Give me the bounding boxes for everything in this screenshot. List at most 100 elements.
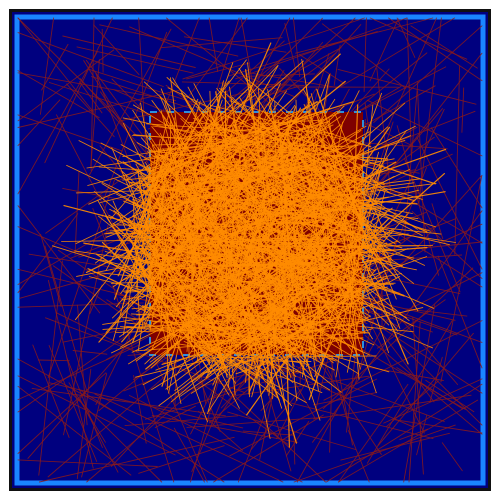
active-ray: [101, 241, 224, 361]
active-ray: [243, 209, 360, 284]
faint-ray: [348, 430, 370, 483]
active-ray: [150, 150, 226, 161]
active-ray: [248, 233, 342, 315]
active-ray: [276, 148, 298, 170]
active-ray: [120, 144, 219, 199]
faint-ray: [78, 388, 225, 483]
faint-ray: [55, 312, 132, 350]
active-ray: [143, 153, 219, 330]
active-ray: [277, 155, 423, 200]
faint-ray: [186, 62, 251, 80]
active-ray: [270, 295, 375, 346]
faint-ray: [72, 350, 108, 355]
active-ray: [124, 284, 227, 293]
active-ray: [149, 242, 213, 260]
active-ray: [182, 282, 227, 310]
faint-ray: [416, 137, 483, 270]
active-ray: [144, 142, 232, 159]
active-ray: [345, 229, 390, 354]
active-ray: [165, 139, 195, 240]
faint-ray: [403, 157, 461, 293]
active-ray: [345, 254, 372, 266]
active-ray: [130, 313, 210, 319]
faint-ray: [394, 419, 483, 434]
faint-ray: [418, 17, 442, 204]
active-ray: [100, 259, 208, 287]
active-ray: [240, 297, 389, 355]
active-ray: [78, 140, 227, 216]
active-ray: [137, 169, 168, 351]
active-ray: [187, 154, 201, 203]
active-ray: [261, 265, 390, 314]
active-ray: [147, 151, 307, 266]
faint-ray: [124, 415, 239, 427]
active-ray: [217, 186, 247, 237]
active-ray: [232, 206, 272, 345]
faint-ray: [441, 442, 463, 472]
faint-ray: [388, 17, 483, 82]
active-ray: [152, 125, 239, 139]
active-ray: [275, 241, 394, 252]
faint-ray: [237, 396, 273, 483]
active-ray: [163, 170, 185, 241]
active-ray: [184, 126, 270, 138]
active-ray: [146, 123, 301, 136]
active-ray: [167, 292, 291, 337]
active-ray: [86, 143, 253, 169]
faint-ray: [17, 459, 158, 467]
faint-ray: [403, 304, 436, 483]
active-ray: [139, 175, 165, 257]
faint-ray: [363, 17, 367, 92]
active-ray: [297, 188, 382, 350]
faint-ray: [208, 17, 219, 73]
active-ray: [224, 241, 377, 315]
faint-ray: [44, 17, 113, 164]
active-ray: [190, 190, 196, 343]
faint-ray: [382, 191, 428, 194]
active-ray: [211, 309, 336, 362]
faint-ray: [440, 175, 483, 383]
active-ray: [138, 170, 264, 259]
active-ray: [235, 328, 373, 375]
faint-ray: [90, 59, 100, 167]
active-ray: [239, 246, 288, 317]
active-ray: [92, 158, 229, 245]
active-ray: [143, 107, 171, 217]
active-ray: [324, 121, 344, 225]
active-ray: [268, 125, 367, 182]
active-ray: [143, 303, 223, 351]
active-ray: [255, 321, 317, 341]
active-ray: [205, 115, 225, 135]
faint-ray: [151, 414, 299, 443]
faint-ray: [321, 23, 407, 89]
faint-ray: [40, 233, 62, 307]
active-ray: [336, 151, 380, 288]
faint-ray: [285, 24, 362, 110]
active-ray: [197, 213, 240, 269]
faint-ray: [409, 210, 483, 311]
faint-ray: [152, 354, 208, 483]
faint-ray: [160, 37, 283, 49]
active-ray: [303, 128, 343, 157]
faint-ray: [315, 356, 382, 455]
active-ray: [229, 215, 316, 224]
active-ray: [347, 251, 356, 340]
active-ray: [310, 201, 370, 238]
active-ray: [195, 138, 249, 175]
faint-ray: [377, 332, 474, 446]
active-ray: [350, 104, 359, 264]
faint-ray: [385, 17, 437, 133]
faint-ray: [412, 316, 424, 475]
active-ray: [133, 201, 258, 270]
faint-ray: [93, 24, 140, 76]
active-ray: [113, 191, 165, 257]
faint-ray: [17, 89, 182, 128]
faint-ray: [17, 51, 98, 195]
faint-ray: [17, 385, 132, 476]
faint-ray: [123, 378, 155, 392]
faint-ray: [17, 32, 164, 87]
active-ray: [132, 198, 141, 332]
active-ray: [134, 242, 148, 287]
active-ray: [170, 285, 308, 403]
faint-ray: [338, 399, 479, 483]
